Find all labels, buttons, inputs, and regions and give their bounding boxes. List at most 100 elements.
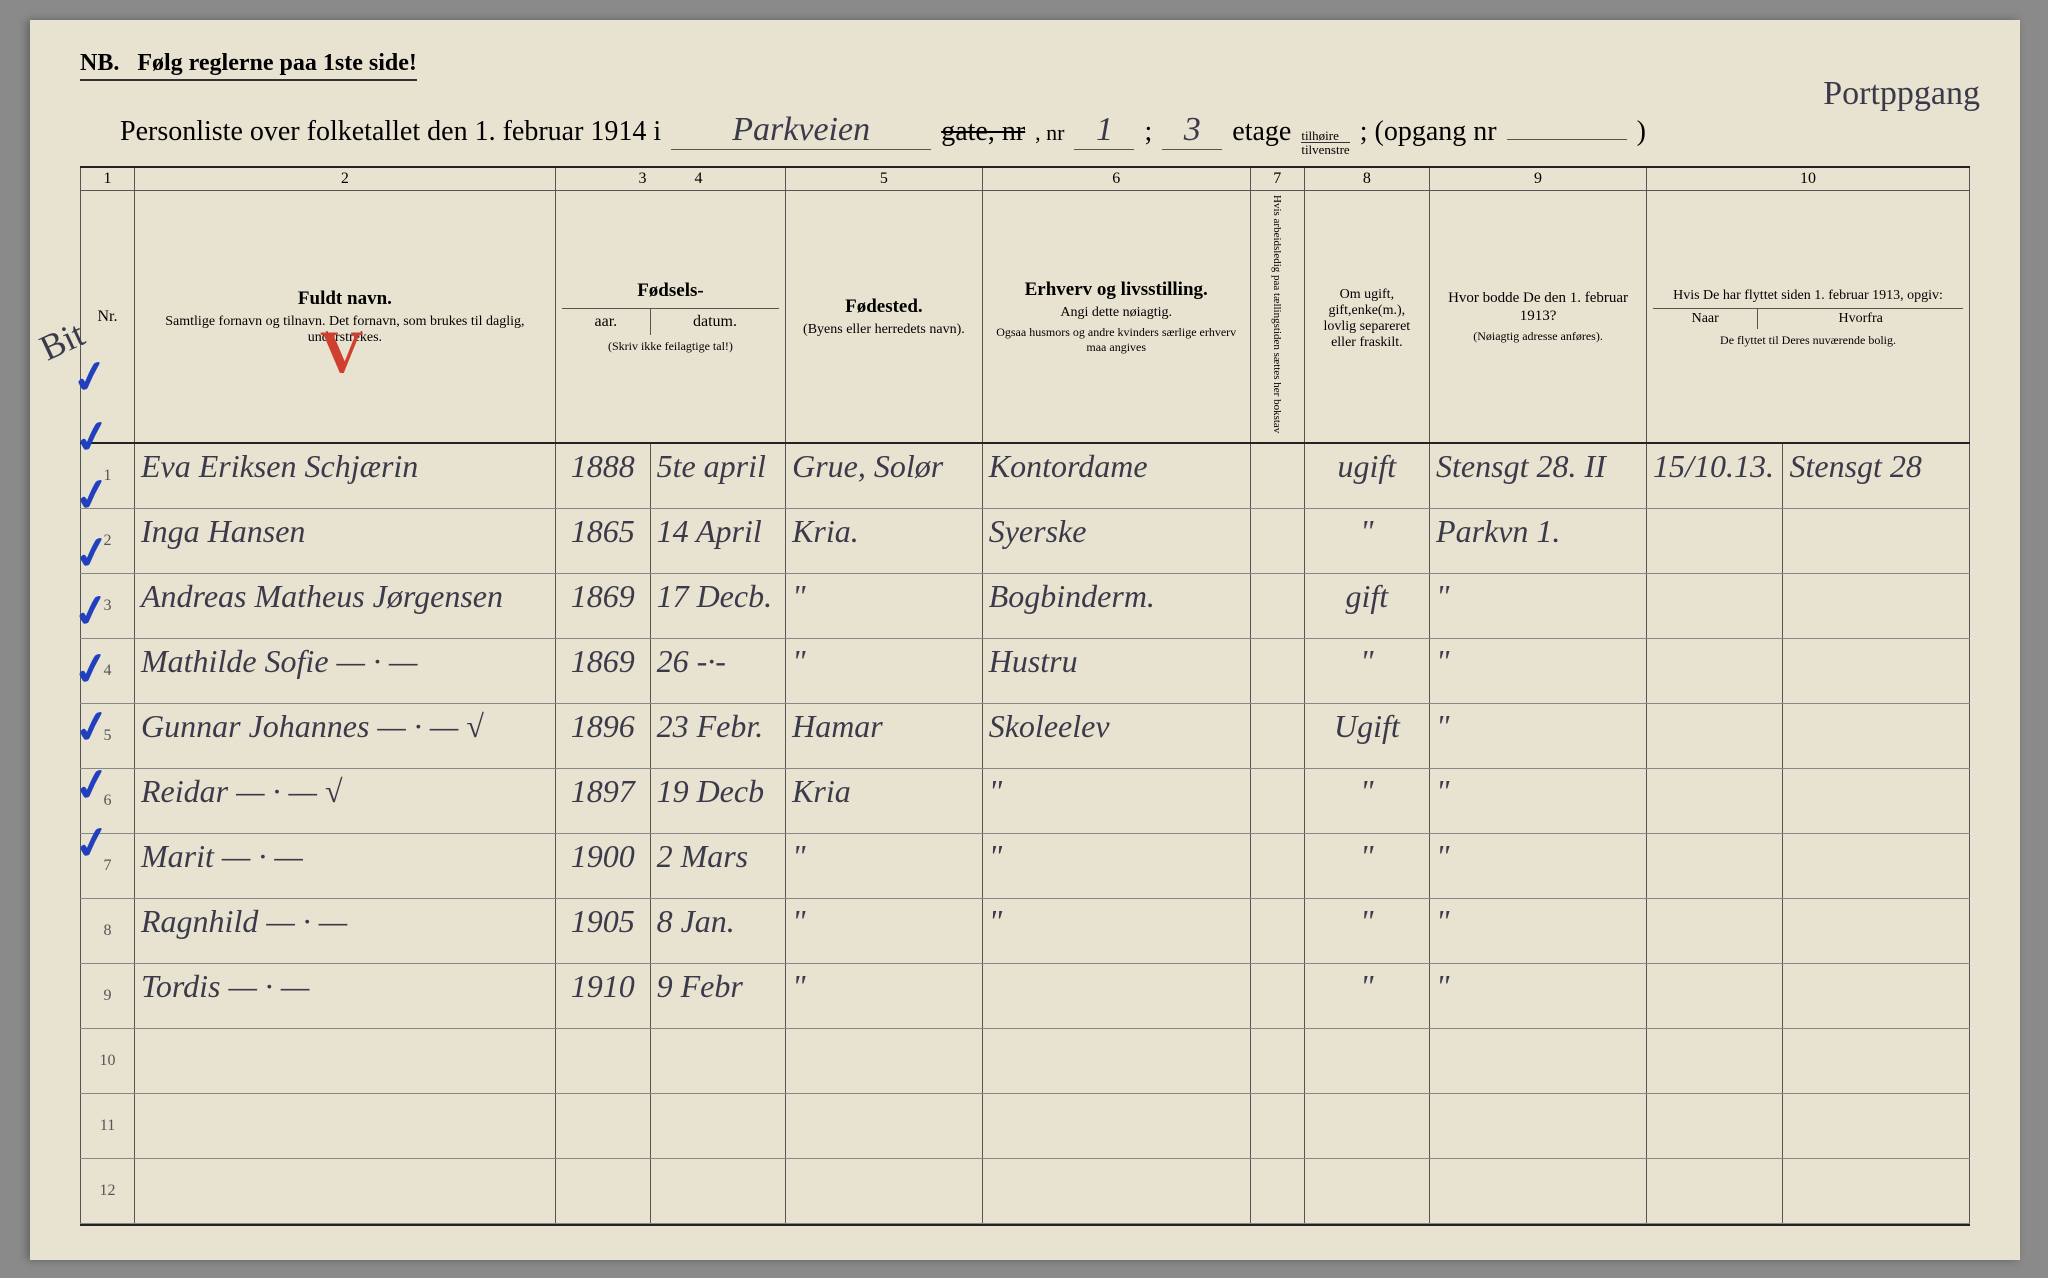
table-row: 3Andreas Matheus Jørgensen186917 Decb."B… bbox=[81, 574, 1970, 639]
opgang-val bbox=[1507, 139, 1627, 140]
table-row: 9Tordis — · —19109 Febr""" bbox=[81, 964, 1970, 1029]
row-addr: " bbox=[1430, 964, 1647, 1029]
row-date: 8 Jan. bbox=[650, 899, 786, 964]
row-year: 1865 bbox=[555, 509, 650, 574]
house-nr: 1 bbox=[1074, 111, 1134, 150]
row-occ: Kontordame bbox=[982, 443, 1250, 509]
row-place: " bbox=[786, 639, 983, 704]
row-7 bbox=[1250, 704, 1304, 769]
row-year: 1869 bbox=[555, 639, 650, 704]
row-7 bbox=[1250, 509, 1304, 574]
colnum-6: 6 bbox=[982, 168, 1250, 191]
row-from bbox=[1783, 1029, 1970, 1094]
row-nr: 11 bbox=[81, 1094, 135, 1159]
row-7 bbox=[1250, 1029, 1304, 1094]
row-date: 26 -·- bbox=[650, 639, 786, 704]
row-7 bbox=[1250, 639, 1304, 704]
row-from bbox=[1783, 769, 1970, 834]
row-addr bbox=[1430, 1159, 1647, 1224]
margin-note-corner: Portppgang bbox=[1823, 75, 1980, 113]
table-row: 12 bbox=[81, 1159, 1970, 1224]
row-marital bbox=[1304, 1029, 1429, 1094]
row-addr bbox=[1430, 1094, 1647, 1159]
row-occ: Syerske bbox=[982, 509, 1250, 574]
row-when bbox=[1647, 899, 1783, 964]
row-year bbox=[555, 1094, 650, 1159]
hdr-occ: Erhverv og livsstilling. Angi dette nøia… bbox=[982, 191, 1250, 444]
row-addr: " bbox=[1430, 769, 1647, 834]
row-occ: Skoleelev bbox=[982, 704, 1250, 769]
row-name bbox=[135, 1159, 556, 1224]
table-row: 10 bbox=[81, 1029, 1970, 1094]
row-name bbox=[135, 1094, 556, 1159]
table-row: 2Inga Hansen186514 AprilKria.Syerske"Par… bbox=[81, 509, 1970, 574]
row-occ: " bbox=[982, 834, 1250, 899]
etage-label: etage bbox=[1232, 116, 1291, 148]
row-when bbox=[1647, 834, 1783, 899]
row-7 bbox=[1250, 443, 1304, 509]
row-addr: " bbox=[1430, 899, 1647, 964]
row-marital: ugift bbox=[1304, 443, 1429, 509]
row-place bbox=[786, 1029, 983, 1094]
row-name: Andreas Matheus Jørgensen bbox=[135, 574, 556, 639]
row-when bbox=[1647, 1159, 1783, 1224]
row-when bbox=[1647, 769, 1783, 834]
census-page: Bit Portppgang NB. Følg reglerne paa 1st… bbox=[30, 20, 2020, 1260]
row-name: Tordis — · — bbox=[135, 964, 556, 1029]
row-when bbox=[1647, 509, 1783, 574]
row-when: 15/10.13. bbox=[1647, 443, 1783, 509]
row-place bbox=[786, 1094, 983, 1159]
census-table-wrap: 1 2 3 4 5 6 7 8 9 10 Nr. Fuldt navn. Sam… bbox=[80, 166, 1970, 1226]
row-marital: " bbox=[1304, 509, 1429, 574]
row-nr: 10 bbox=[81, 1029, 135, 1094]
hdr-place: Fødested. (Byens eller herredets navn). bbox=[786, 191, 983, 444]
row-marital: Ugift bbox=[1304, 704, 1429, 769]
row-name: Marit — · — bbox=[135, 834, 556, 899]
opgang-label: ; (opgang nr bbox=[1360, 116, 1497, 148]
row-place: Hamar bbox=[786, 704, 983, 769]
row-year: 1905 bbox=[555, 899, 650, 964]
row-7 bbox=[1250, 834, 1304, 899]
row-from bbox=[1783, 834, 1970, 899]
table-row: 11 bbox=[81, 1094, 1970, 1159]
row-when bbox=[1647, 574, 1783, 639]
header-row: Nr. Fuldt navn. Samtlige fornavn og tiln… bbox=[81, 191, 1970, 444]
row-from bbox=[1783, 1094, 1970, 1159]
row-place bbox=[786, 1159, 983, 1224]
title-line: Personliste over folketallet den 1. febr… bbox=[120, 111, 1970, 156]
colnum-5: 5 bbox=[786, 168, 983, 191]
column-numbers-row: 1 2 3 4 5 6 7 8 9 10 bbox=[81, 168, 1970, 191]
colnum-3-4: 3 4 bbox=[555, 168, 785, 191]
row-occ bbox=[982, 1159, 1250, 1224]
row-addr: Stensgt 28. II bbox=[1430, 443, 1647, 509]
row-marital: " bbox=[1304, 964, 1429, 1029]
row-date: 5te april bbox=[650, 443, 786, 509]
row-place: " bbox=[786, 574, 983, 639]
row-nr: 9 bbox=[81, 964, 135, 1029]
row-name: Reidar — · — √ bbox=[135, 769, 556, 834]
row-occ: Hustru bbox=[982, 639, 1250, 704]
row-marital: " bbox=[1304, 639, 1429, 704]
table-body: 1Eva Eriksen Schjærin18885te aprilGrue, … bbox=[81, 443, 1970, 1224]
row-year: 1897 bbox=[555, 769, 650, 834]
row-place: Kria. bbox=[786, 509, 983, 574]
hdr-moved: Hvis De har flyttet siden 1. februar 191… bbox=[1647, 191, 1970, 444]
row-when bbox=[1647, 964, 1783, 1029]
row-from bbox=[1783, 574, 1970, 639]
colnum-1: 1 bbox=[81, 168, 135, 191]
row-occ: " bbox=[982, 769, 1250, 834]
title-prefix: Personliste over folketallet den 1. febr… bbox=[120, 116, 661, 148]
row-marital bbox=[1304, 1094, 1429, 1159]
row-when bbox=[1647, 639, 1783, 704]
row-when bbox=[1647, 704, 1783, 769]
table-row: 1Eva Eriksen Schjærin18885te aprilGrue, … bbox=[81, 443, 1970, 509]
row-date: 17 Decb. bbox=[650, 574, 786, 639]
colnum-8: 8 bbox=[1304, 168, 1429, 191]
table-row: 7Marit — · —19002 Mars"""" bbox=[81, 834, 1970, 899]
row-marital: " bbox=[1304, 834, 1429, 899]
row-year: 1910 bbox=[555, 964, 650, 1029]
row-place: Grue, Solør bbox=[786, 443, 983, 509]
side-stack: tilhøire tilvenstre bbox=[1301, 129, 1349, 156]
row-from bbox=[1783, 704, 1970, 769]
row-addr: Parkvn 1. bbox=[1430, 509, 1647, 574]
